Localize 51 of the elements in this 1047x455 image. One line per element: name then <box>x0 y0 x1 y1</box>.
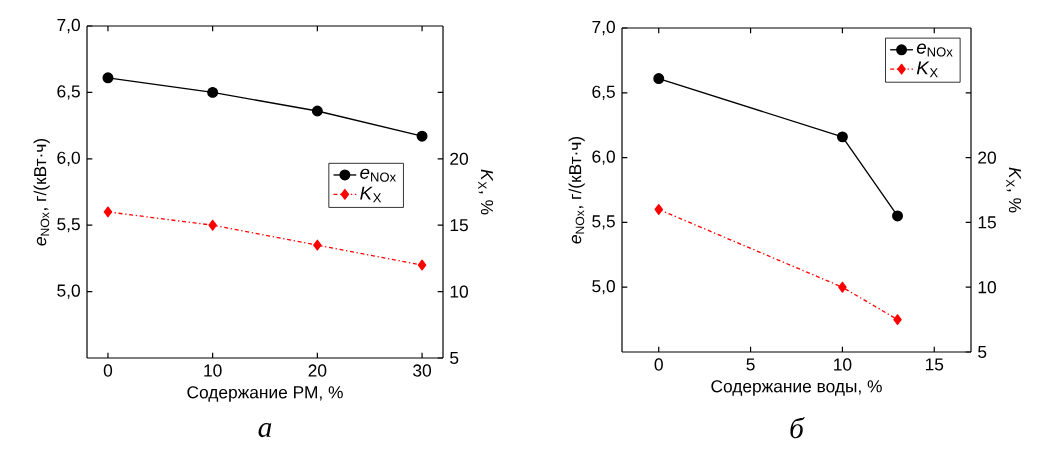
x-axis-title: Содержание воды, % <box>711 380 882 396</box>
x-tick-label: 10 <box>834 358 852 371</box>
point <box>103 206 113 218</box>
y2-tick-label: 5 <box>978 345 987 359</box>
x-tick-label: 20 <box>308 364 327 377</box>
point <box>416 130 428 142</box>
y2-tick-label: 10 <box>450 285 468 298</box>
point <box>208 219 217 231</box>
point <box>893 314 902 326</box>
point <box>654 203 664 215</box>
point <box>417 259 427 271</box>
y2-tick-label: 15 <box>450 219 468 232</box>
y-tick-label: 7,0 <box>592 20 615 36</box>
x-tick-label: 30 <box>413 364 432 377</box>
x-tick-label: 0 <box>654 358 663 371</box>
y-axis-title: e$_{NOx}$, г/(кВт·ч) <box>568 136 585 244</box>
y2-tick-label: 20 <box>450 152 468 165</box>
y-tick-label: 6,5 <box>592 85 615 100</box>
y2-axis-title: K$_{X}$, % <box>478 169 494 215</box>
text: б <box>790 417 805 439</box>
y-tick-label: 5,0 <box>592 280 615 295</box>
x-tick-label: 15 <box>925 358 944 371</box>
x-tick-label: 0 <box>103 364 113 377</box>
y-tick-label: 5,5 <box>57 218 80 233</box>
legend-label: e$_{NOx}$ <box>360 168 396 182</box>
x-axis-title: Содержание РМ, % <box>187 386 343 402</box>
y2-tick-label: 20 <box>978 151 996 164</box>
y-tick-label: 6,0 <box>57 151 80 166</box>
legend-label: K$_{X}$ <box>360 186 382 203</box>
y2-tick-label: 15 <box>978 216 996 229</box>
y-tick-label: 7,0 <box>57 18 80 34</box>
point <box>102 72 114 84</box>
point <box>653 73 665 85</box>
point <box>836 131 848 143</box>
point <box>313 239 322 251</box>
y-axis-title: e$_{NOx}$, г/(кВт·ч) <box>33 138 50 246</box>
y2-axis-title: K$_{X}$, % <box>1006 167 1022 213</box>
point <box>838 281 847 293</box>
point <box>207 86 219 98</box>
y-tick-label: 5,5 <box>592 215 615 230</box>
text: а <box>258 423 272 438</box>
y2-tick-label: 10 <box>978 281 996 294</box>
point <box>892 210 903 222</box>
legend-label: K$_{X}$ <box>916 61 938 78</box>
point <box>311 105 323 117</box>
y-tick-label: 6,0 <box>592 150 615 165</box>
y-tick-label: 6,5 <box>57 85 80 100</box>
x-tick-label: 5 <box>746 358 755 371</box>
x-tick-label: 10 <box>204 364 222 377</box>
y-tick-label: 5,0 <box>57 284 80 299</box>
legend-label: e$_{NOx}$ <box>916 43 953 57</box>
